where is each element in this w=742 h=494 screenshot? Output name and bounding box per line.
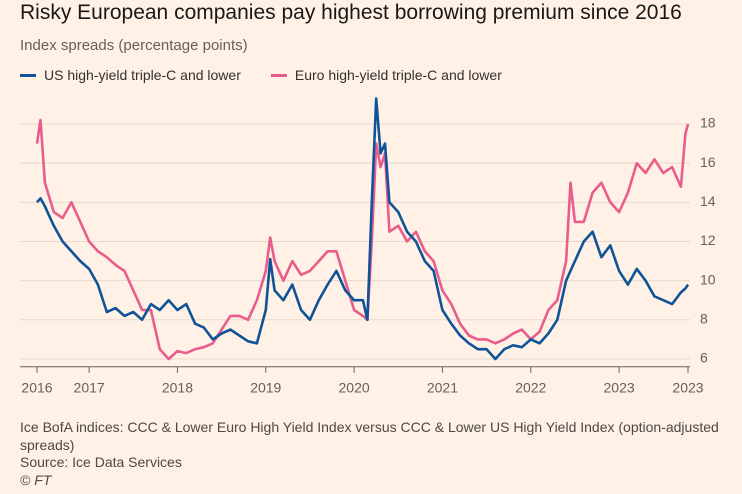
x-tick-label: 2020 — [339, 380, 370, 396]
chart: 6 8 10 12 14 16 18 2016 2017 2018 2019 2020 2021 2022… — [20, 97, 716, 396]
legend-swatch — [20, 73, 36, 77]
x-tick-label: 2017 — [74, 380, 105, 396]
x-tick-label: 2023 — [604, 380, 635, 396]
x-tick-label: 2022 — [515, 380, 546, 396]
y-tick-label: 6 — [700, 350, 708, 366]
y-tick-label: 8 — [700, 311, 708, 327]
chart-subtitle: Index spreads (percentage points) — [20, 37, 248, 54]
legend-swatch — [270, 73, 287, 77]
series-line — [35, 118, 690, 361]
legend-label: US high-yield triple-C and lower — [44, 67, 241, 83]
note: Ice BofA indices: CCC & Lower Euro High … — [20, 419, 719, 453]
x-tick-label: 2021 — [427, 380, 458, 396]
footnote: Ice BofA indices: CCC & Lower Euro High … — [20, 419, 720, 472]
x-tick-label: 2023 — [672, 380, 703, 396]
y-tick-label: 12 — [700, 232, 716, 248]
chart-title: Risky European companies pay highest bor… — [20, 1, 682, 24]
legend-label: Euro high-yield triple-C and lower — [294, 67, 502, 83]
y-tick-label: 18 — [700, 115, 716, 131]
y-tick-label: 14 — [700, 193, 716, 209]
source: Source: Ice Data Services — [20, 454, 182, 470]
x-tick-label: 2018 — [162, 380, 193, 396]
y-tick-label: 16 — [700, 154, 716, 170]
legend-item: Euro high-yield triple-C and lower — [270, 67, 502, 83]
legend-item: US high-yield triple-C and lower — [20, 67, 241, 83]
y-tick-label: 10 — [700, 271, 716, 287]
credit: © FT — [20, 472, 52, 488]
x-tick-label: 2019 — [250, 380, 281, 396]
series-line — [36, 97, 690, 361]
legend: US high-yield triple-C and lower Euro hig… — [20, 67, 502, 83]
x-tick-label: 2016 — [21, 380, 52, 396]
